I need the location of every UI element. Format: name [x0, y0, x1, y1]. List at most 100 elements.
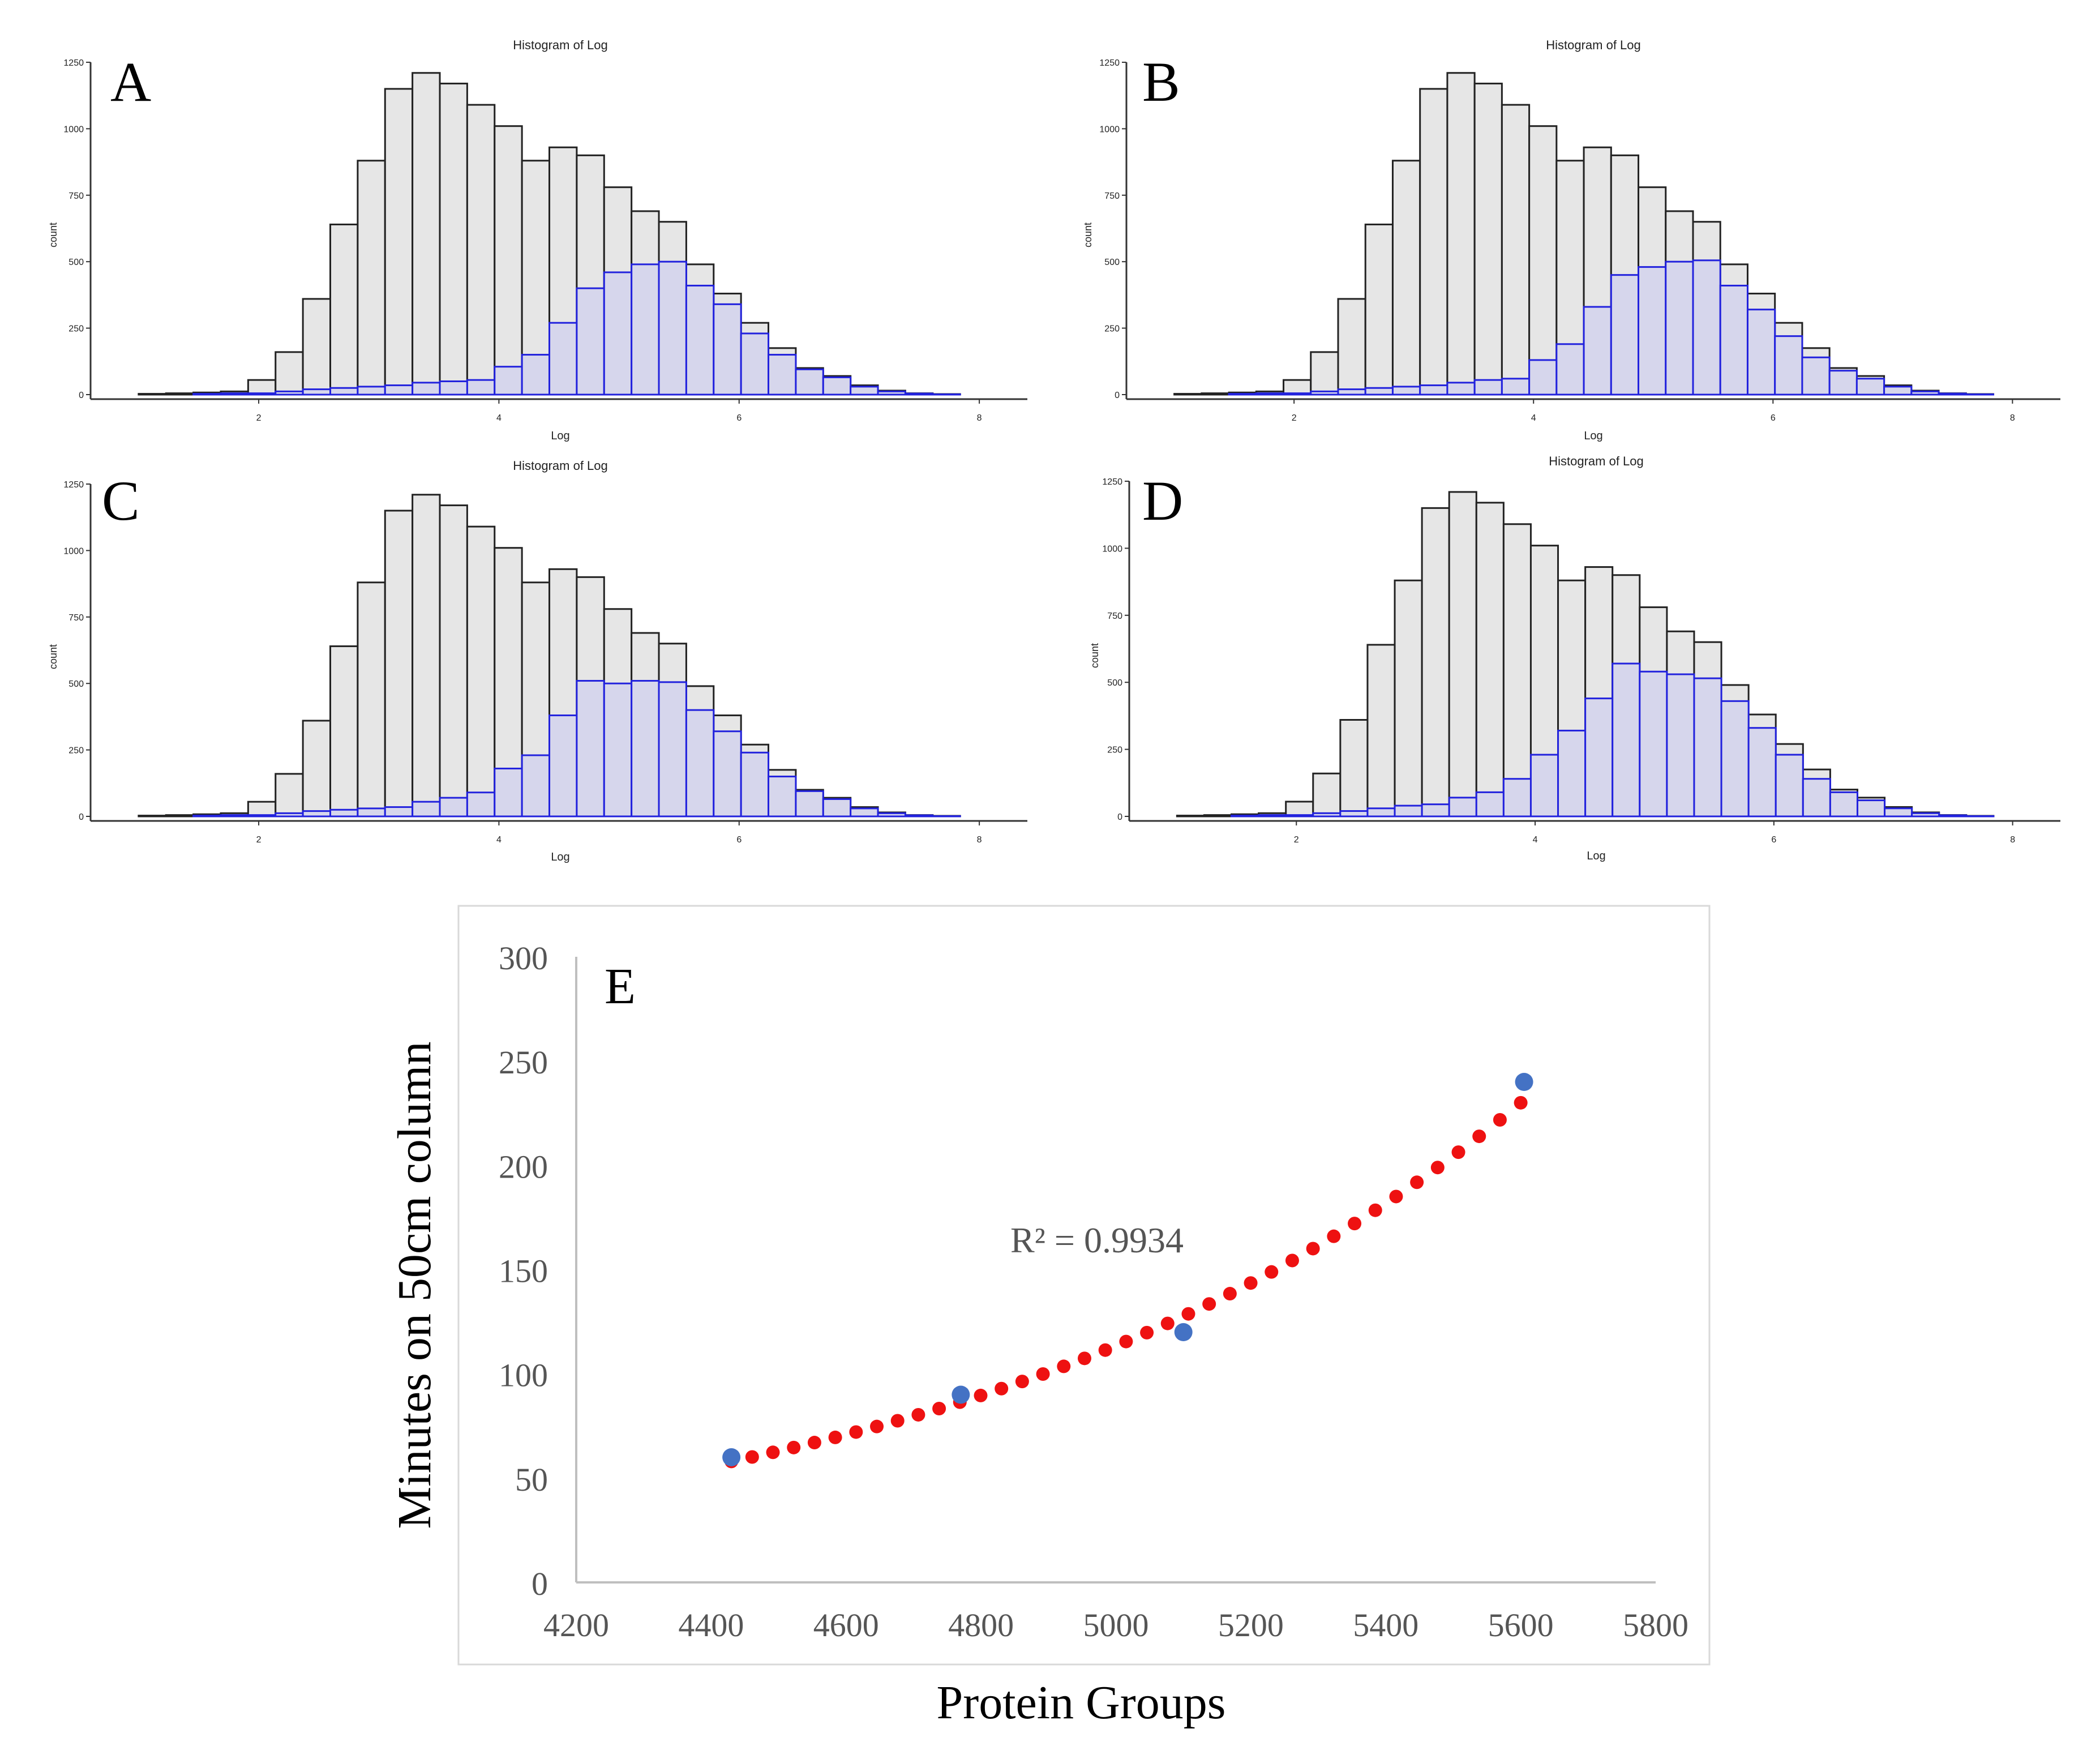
panel-d-axes: 0 250 500 750 1000 1250 2 4 6 8: [1102, 477, 2060, 845]
panel-a-all-bar-4: [247, 379, 277, 396]
panel-b-identified-bar-7: [1364, 387, 1394, 396]
panel-d-all-bar-11: [1475, 502, 1505, 818]
panel-e-frame: [457, 905, 1711, 1666]
panel-b-x-tick-label: 8: [2010, 413, 2015, 423]
panel-c-identified-bar-17: [603, 682, 633, 818]
panel-d-all-bar-7: [1366, 644, 1396, 818]
panel-e-x-tick-label: 4800: [948, 1607, 1014, 1644]
panel-e-trend-dot: [1098, 1343, 1112, 1357]
panel-d-identified-bar-19: [1693, 677, 1722, 818]
panel-c-xlabel: Log: [551, 851, 569, 863]
panel-d-x-tick-label: 8: [2010, 835, 2015, 845]
panel-e-x-tick-label: 5800: [1623, 1607, 1688, 1644]
panel-d-all-bar-12: [1502, 523, 1532, 818]
panel-b-histogram: Histogram of Log B Log count 0 250 500 750 1…: [1082, 38, 2060, 442]
panel-d-identified-bar-20: [1720, 700, 1750, 818]
panel-d-identified-bar-14: [1557, 729, 1587, 818]
panel-a-identified-bar-25: [822, 376, 852, 396]
panel-b-identified-bar-28: [1938, 392, 1967, 396]
panel-c-y-tick-label: 1250: [63, 480, 84, 490]
panel-a-xlabel: Log: [551, 430, 569, 442]
panel-a-bars: [138, 72, 961, 396]
panel-a-all-bar-1: [165, 392, 195, 396]
panel-a-all-bar-13: [494, 125, 523, 396]
panel-c-identified-bar-26: [850, 807, 879, 818]
panel-b-axes: 0 250 500 750 1000 1250 2 4 6 8: [1099, 58, 2060, 423]
panel-c-identified-bar-12: [466, 791, 496, 818]
panel-d-identified-bar-23: [1802, 778, 1831, 818]
panel-b-identified-bar-12: [1501, 378, 1531, 396]
panel-d-xlabel: Log: [1587, 850, 1605, 862]
panel-e-trend-dot: [870, 1419, 884, 1433]
panel-d-identified-bar-13: [1529, 754, 1559, 818]
panel-a-all-bar-11: [439, 83, 468, 396]
panel-c-identified-bar-21: [713, 730, 742, 818]
panel-c-identified-bar-10: [412, 801, 441, 818]
panel-b-all-bar-0: [1173, 393, 1203, 396]
panel-e-trend-dot: [1202, 1297, 1216, 1311]
panel-d-identified-bar-27: [1911, 812, 1940, 818]
panel-d-identified-bar-21: [1747, 727, 1777, 818]
panel-c-identified-bar-7: [329, 808, 359, 818]
panel-e-trend-dot: [1223, 1287, 1237, 1301]
panel-b-identified-bar-22: [1774, 335, 1803, 396]
panel-b-identified-bar-3: [1255, 392, 1285, 396]
panel-a-identified-bar-19: [658, 260, 687, 396]
panel-c-all-bar-10: [412, 494, 441, 818]
panel-b-all-bar-13: [1528, 125, 1558, 396]
panel-c-all-bar-9: [384, 510, 414, 818]
panel-a-letter: A: [110, 50, 151, 113]
panel-b-x-tick-label: 6: [1771, 413, 1776, 423]
panel-e-x-tick-label: 5600: [1488, 1607, 1554, 1644]
panel-e-trend-dot: [1410, 1175, 1424, 1189]
panel-b-identified-bar-9: [1419, 384, 1448, 396]
panel-b-identified-bar-11: [1473, 379, 1503, 396]
panel-c-identified-bar-20: [685, 709, 715, 818]
panel-d-identified-bar-4: [1285, 814, 1314, 818]
panel-e-data-point: [952, 1385, 970, 1404]
panel-e-trend-dot: [1057, 1359, 1071, 1373]
panel-e-trend-dot: [1389, 1189, 1403, 1204]
panel-d-y-tick-label: 500: [1107, 678, 1122, 688]
panel-d-y-tick-label: 250: [1107, 746, 1122, 755]
panel-b-y-tick-label: 250: [1104, 324, 1120, 334]
panel-b-all-bar-4: [1283, 379, 1312, 396]
panel-d-all-bar-5: [1312, 772, 1342, 818]
panel-b-all-bar-6: [1337, 298, 1366, 396]
panel-b-ylabel: count: [1082, 222, 1094, 247]
panel-a-identified-bar-2: [192, 393, 222, 396]
panel-d-histogram: Histogram of Log D Log count 0 250 500 750 1…: [1089, 454, 2060, 862]
panel-e-y-tick-label: 100: [499, 1357, 548, 1394]
panel-c-identified-bar-5: [275, 812, 304, 818]
panel-a-all-bar-12: [466, 104, 496, 396]
panel-d-identified-bar-9: [1421, 803, 1450, 818]
panel-a-identified-bar-7: [329, 387, 359, 396]
panel-a-x-tick-label: 6: [736, 413, 742, 423]
panel-a-x-tick-label: 2: [256, 413, 262, 423]
panel-d-all-bar-8: [1394, 579, 1423, 818]
panel-e-x-tick-label: 5400: [1353, 1607, 1418, 1644]
panel-a-identified-bar-6: [302, 388, 332, 396]
panel-d-x-tick-label: 2: [1294, 835, 1299, 845]
panel-b-identified-bar-19: [1692, 259, 1721, 396]
panel-c-y-tick-label: 0: [79, 812, 84, 822]
panel-d-identified-bar-8: [1394, 804, 1423, 818]
panel-a-identified-bar-21: [713, 303, 742, 396]
panel-e-trend-dot: [1181, 1307, 1195, 1321]
panel-e-y-tick-label: 150: [499, 1253, 548, 1290]
panel-d-identified-bar-6: [1339, 810, 1369, 818]
panel-a-identified-bar-28: [904, 392, 934, 396]
panel-e-trend-dot: [1160, 1316, 1175, 1330]
panel-a-identified-bar-23: [768, 354, 797, 396]
panel-a-identified-bar-27: [877, 390, 906, 396]
panel-c-y-tick-label: 1000: [63, 546, 84, 556]
panel-c-identified-bar-13: [494, 767, 523, 818]
panel-b-y-tick-label: 1250: [1099, 58, 1120, 68]
panel-d-identified-bar-22: [1775, 754, 1804, 818]
panel-d-all-bar-9: [1421, 507, 1450, 818]
panel-e-data-point: [722, 1448, 741, 1466]
panel-b-identified-bar-2: [1228, 393, 1257, 396]
panel-b-identified-bar-20: [1719, 284, 1748, 396]
panel-b-y-tick-label: 750: [1104, 191, 1120, 201]
panel-a-title: Histogram of Log: [513, 38, 608, 52]
